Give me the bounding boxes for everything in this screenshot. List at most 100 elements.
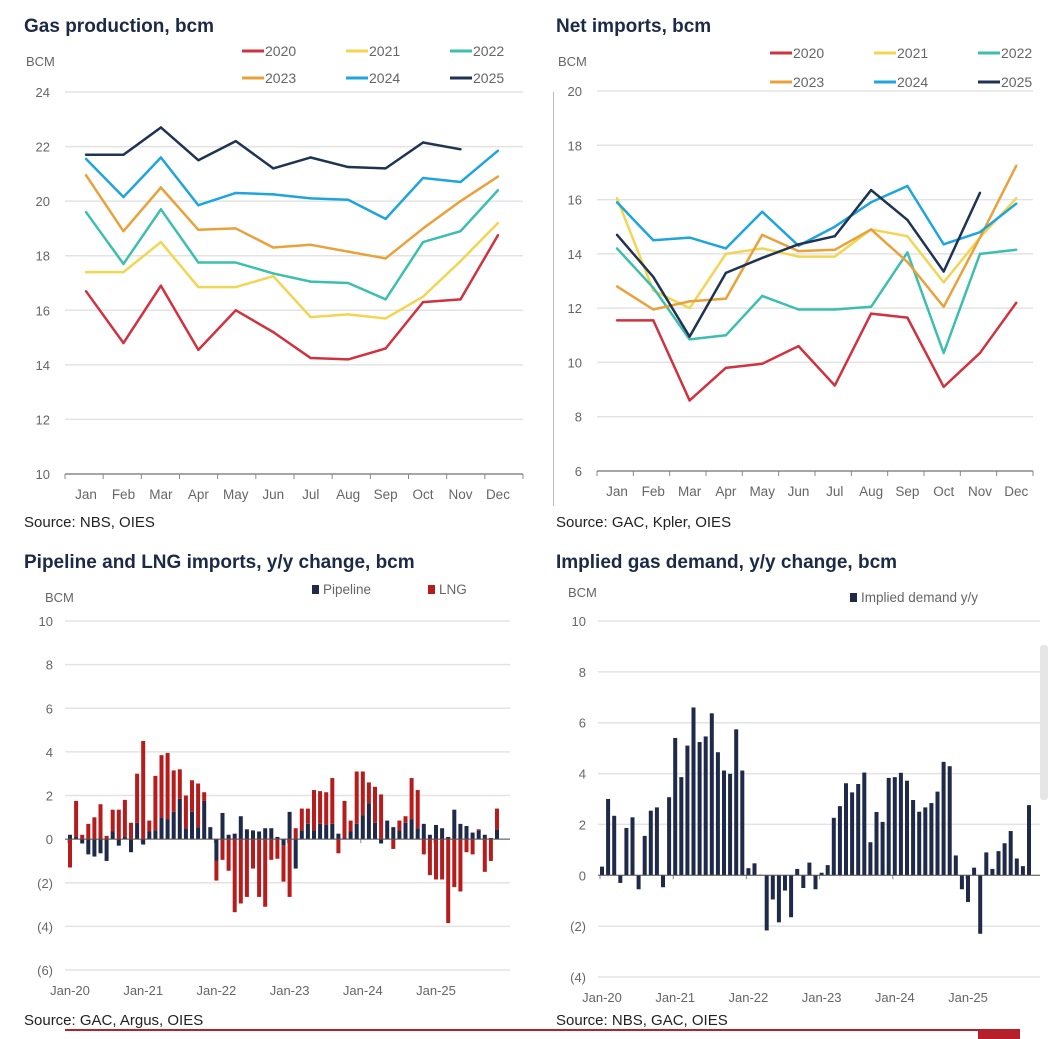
bar-implied-demand-y-y [880,821,885,876]
scrollbar[interactable] [1040,645,1048,800]
data-point-2024 [197,204,200,207]
bar-lng [220,839,225,860]
bar-implied-demand-y-y [673,737,678,876]
bar-pipeline [366,803,371,840]
data-point-2023 [384,257,387,260]
bar-implied-demand-y-y [600,866,604,876]
bar-pipeline [348,831,353,840]
bar-implied-demand-y-y [642,835,647,876]
bar-implied-demand-y-y [612,815,617,876]
bar-implied-demand-y-y [679,777,684,876]
y-tick-label: 6 [46,701,53,716]
data-point-2022 [122,262,125,266]
bar-lng [147,820,152,832]
bar-pipeline [330,823,335,840]
y-tick-label: 6 [579,716,586,731]
y-tick-label: 20 [36,194,50,209]
y-tick-label: 0 [579,868,586,883]
bar-pipeline [238,816,243,840]
x-tick-label: Jan-23 [270,983,310,998]
data-point-2022 [459,229,462,233]
data-point-2025 [833,235,836,238]
bar-lng [427,839,432,876]
data-point-2025 [197,159,200,162]
bar-pipeline [403,822,408,840]
bar-implied-demand-y-y [795,868,800,876]
data-point-2022 [1015,248,1018,251]
x-tick-label: Jan-22 [729,990,769,1005]
bar-implied-demand-y-y [905,780,909,876]
legend-label-2022: 2022 [1001,45,1032,61]
data-point-2021 [615,197,619,200]
bar-lng [80,834,85,840]
bar-implied-demand-y-y [740,770,745,876]
data-point-2024 [159,156,163,159]
bar-pipeline [263,828,268,840]
bar-implied-demand-y-y [630,817,635,876]
source-note: Source: NBS, OIES [24,514,155,531]
bar-pipeline [299,830,304,840]
bar-lng [495,808,499,830]
bar-pipeline [74,836,79,840]
bar-implied-demand-y-y [947,766,952,876]
data-point-2023 [797,249,800,253]
bar-pipeline [202,800,207,840]
data-point-2025 [724,271,728,275]
data-point-2023 [496,175,500,178]
series-line-2020 [84,234,500,361]
data-point-2025 [761,256,764,260]
bar-pipeline [342,838,347,840]
bar-pipeline [458,823,463,840]
x-tick-label: Oct [933,484,954,499]
bar-implied-demand-y-y [825,865,830,876]
bar-lng [110,809,115,832]
data-point-2021 [724,252,728,256]
bar-pipeline [421,823,426,840]
bar-pipeline [129,839,133,853]
data-point-2024 [615,201,619,204]
data-point-2023 [122,229,125,233]
bar-pipeline [220,812,225,840]
bar-implied-demand-y-y [868,842,873,876]
series-line-2022 [84,189,499,301]
legend-label-2024: 2024 [897,74,928,90]
data-point-2020 [122,341,125,345]
data-point-2023 [272,246,275,249]
chart-title-gas-production: Gas production, bcm [24,16,215,37]
bar-implied-demand-y-y [1027,805,1031,876]
bar-pipeline [251,830,255,840]
bar-lng [232,839,237,913]
bar-lng [360,771,365,816]
bar-pipeline [141,839,146,845]
data-point-2023 [615,285,619,288]
y-tick-label: 12 [36,412,50,427]
data-point-2023 [761,233,764,237]
data-point-2025 [384,167,387,170]
data-point-2020 [84,289,88,293]
bar-pipeline [379,839,384,844]
data-point-2025 [122,153,125,156]
x-tick-label: Jan [75,487,97,502]
bar-lng [342,800,347,839]
bar-lng [415,790,420,829]
data-point-2025 [234,139,237,143]
legend-label: LNG [439,582,467,597]
bar-implied-demand-y-y [709,713,714,876]
bar-pipeline [190,811,194,840]
data-point-2021 [159,240,163,244]
bar-implied-demand-y-y [966,875,970,902]
bar-pipeline [104,839,109,861]
y-tick-label: 2 [579,817,586,832]
bar-implied-demand-y-y [990,868,995,876]
bar-pipeline [305,823,310,840]
series-line-2022 [616,247,1017,355]
bar-implied-demand-y-y [819,872,824,876]
x-tick-label: Oct [413,487,434,502]
x-tick-label: Jun [262,487,284,502]
data-point-2024 [1015,202,1018,205]
data-point-2020 [615,319,619,322]
data-point-2024 [761,210,764,213]
data-point-2024 [421,176,425,180]
bar-implied-demand-y-y [917,811,922,876]
